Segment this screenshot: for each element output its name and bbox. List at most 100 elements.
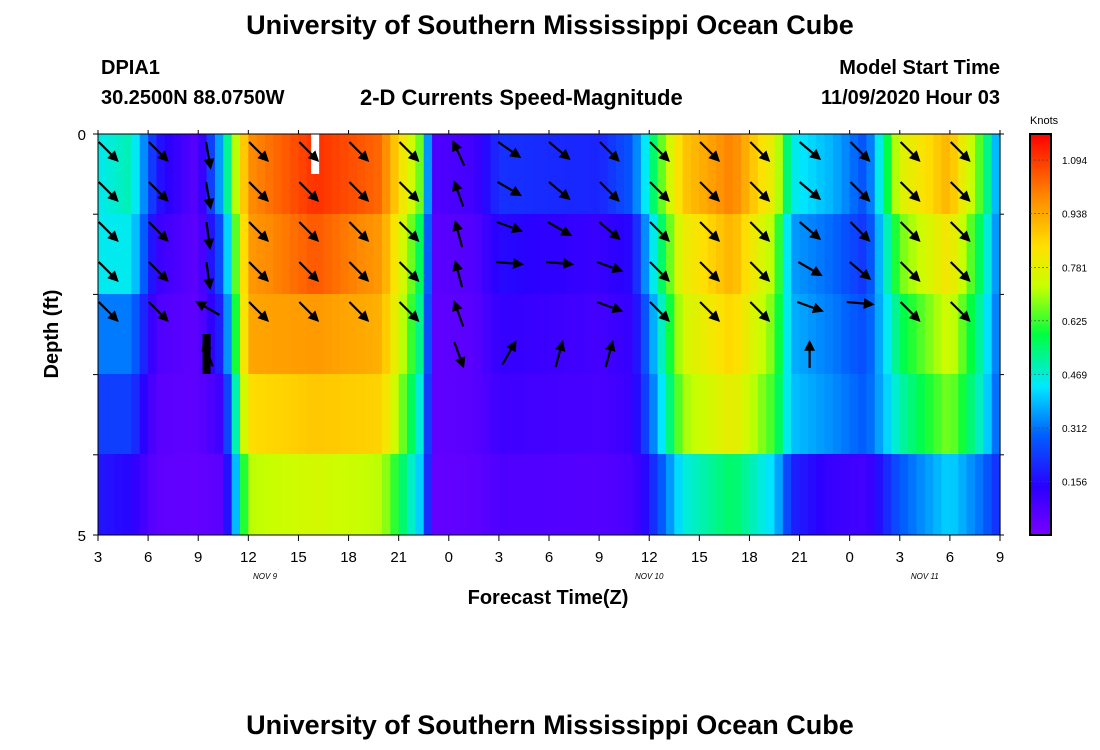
heatmap-cell (315, 414, 325, 454)
heatmap-cell (741, 334, 751, 374)
heatmap-cell (373, 294, 383, 334)
heatmap-cell (632, 334, 642, 374)
current-vector-arrow (749, 261, 771, 282)
heatmap-cell (924, 174, 934, 214)
heatmap-cell (315, 134, 325, 174)
heatmap-cell (432, 134, 442, 174)
heatmap-cell (348, 494, 358, 535)
heatmap-cell (966, 414, 976, 454)
heatmap-cell (432, 254, 442, 294)
heatmap-cell (114, 414, 124, 454)
heatmap-cell (131, 454, 141, 494)
heatmap-cell (231, 134, 241, 174)
heatmap-cell (281, 294, 291, 334)
x-date-label: NOV 11 (911, 572, 939, 581)
heatmap-cell (574, 454, 584, 494)
heatmap-cell (123, 414, 133, 454)
heatmap-cell (239, 134, 249, 174)
heatmap-cell (164, 134, 174, 174)
heatmap-cell (457, 334, 467, 374)
heatmap-cell (265, 214, 274, 254)
heatmap-cell (265, 334, 274, 374)
heatmap-cell (682, 454, 692, 494)
heatmap-cell (131, 174, 141, 214)
heatmap-cell (523, 374, 533, 414)
heatmap-cell (323, 214, 333, 254)
current-vector-arrow (398, 181, 420, 202)
heatmap-cell (373, 334, 383, 374)
heatmap-cell (323, 334, 333, 374)
heatmap-cell (841, 294, 851, 334)
heatmap-cell (983, 414, 993, 454)
heatmap-cell (599, 334, 609, 374)
heatmap-cell (298, 254, 308, 294)
heatmap-cell (365, 494, 375, 535)
heatmap-cell (440, 134, 450, 174)
heatmap-cell (874, 174, 884, 214)
heatmap-cell (657, 334, 667, 374)
heatmap-cell (749, 254, 759, 294)
heatmap-cell (565, 254, 575, 294)
heatmap-cell (365, 454, 375, 494)
heatmap-cell (331, 334, 341, 374)
heatmap-cell (766, 334, 776, 374)
heatmap-cell (490, 454, 500, 494)
heatmap-cell (398, 134, 408, 174)
heatmap-cell (724, 174, 734, 214)
heatmap-cell (665, 254, 675, 294)
heatmap-cell (640, 174, 650, 214)
heatmap-cell (883, 254, 893, 294)
heatmap-cell (690, 494, 700, 535)
heatmap-cell (949, 414, 959, 454)
heatmap-cell (807, 294, 817, 334)
heatmap-cell (390, 334, 400, 374)
heatmap-cell (791, 134, 801, 174)
heatmap-cell (690, 374, 700, 414)
heatmap-cell (448, 214, 458, 254)
heatmap-cell (490, 294, 500, 334)
heatmap-cell (398, 174, 408, 214)
heatmap-cell (908, 334, 918, 374)
heatmap-cell (198, 214, 208, 254)
heatmap-cell (148, 334, 158, 374)
heatmap-cell (348, 174, 358, 214)
current-vector-arrow (899, 181, 921, 202)
heatmap-cell (415, 374, 425, 414)
heatmap-cell (306, 414, 316, 454)
heatmap-cell (173, 334, 183, 374)
heatmap-cell (649, 374, 659, 414)
heatmap-cell (498, 374, 508, 414)
top-title: University of Southern Mississippi Ocean… (246, 10, 854, 40)
heatmap-cell (607, 334, 617, 374)
heatmap-cell (791, 254, 801, 294)
model-start-label: Model Start Time (839, 57, 1000, 79)
heatmap-cell (858, 454, 867, 494)
heatmap-cell (323, 494, 333, 535)
heatmap-cell (231, 494, 241, 535)
heatmap-cell (181, 494, 191, 535)
heatmap-cell (615, 254, 625, 294)
heatmap-cell (106, 374, 116, 414)
current-vector-arrow (699, 301, 721, 322)
heatmap-cell (866, 294, 876, 334)
heatmap-cell (423, 214, 433, 254)
heatmap-cell (941, 494, 951, 535)
heatmap-cell (281, 374, 291, 414)
x-tick-label: 0 (445, 549, 453, 566)
heatmap-cell (933, 494, 943, 535)
station-coordinates: 30.2500N 88.0750W (101, 87, 285, 109)
heatmap-cell (223, 174, 233, 214)
heatmap-cell (624, 454, 634, 494)
heatmap-cell (849, 454, 859, 494)
heatmap-cell (381, 454, 391, 494)
heatmap-cell (398, 454, 408, 494)
heatmap-cell (615, 174, 625, 214)
heatmap-cell (574, 494, 584, 535)
heatmap-cell (356, 374, 366, 414)
heatmap-cell (966, 214, 976, 254)
heatmap-cell (340, 134, 350, 174)
heatmap-cell (356, 414, 366, 454)
x-tick-label: 12 (641, 549, 658, 566)
heatmap-cell (557, 294, 567, 334)
heatmap-cell (298, 494, 308, 535)
